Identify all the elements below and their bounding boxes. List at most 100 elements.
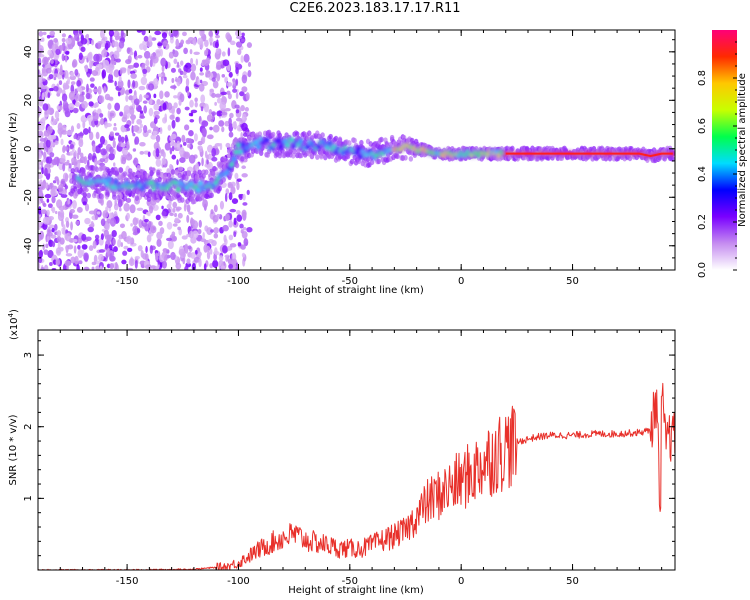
noise-dot <box>38 145 42 154</box>
noise-dot <box>241 74 248 84</box>
noise-dot <box>155 148 160 158</box>
noise-dot <box>149 244 154 254</box>
noise-dot <box>62 82 68 90</box>
noise-dot <box>91 39 95 46</box>
noise-dot <box>206 134 214 140</box>
noise-dot <box>139 110 144 114</box>
noise-dot <box>188 112 193 117</box>
noise-dot <box>145 211 150 216</box>
noise-dot <box>93 53 100 62</box>
noise-dot <box>162 102 167 111</box>
noise-dot <box>125 109 130 114</box>
noise-dot <box>129 204 136 214</box>
ridge-halo-dot <box>156 169 161 176</box>
noise-dot <box>235 109 240 114</box>
noise-dot <box>45 156 53 164</box>
ridge-halo-dot <box>347 140 352 146</box>
noise-dot <box>48 73 54 80</box>
noise-dot <box>246 227 253 233</box>
noise-dot <box>213 227 219 234</box>
noise-dot <box>74 68 79 76</box>
noise-dot <box>45 67 52 74</box>
ridge-halo-dot <box>333 135 339 142</box>
noise-dot <box>149 98 153 105</box>
noise-dot <box>81 233 87 241</box>
noise-dot <box>150 225 157 234</box>
noise-dot <box>232 79 236 87</box>
noise-dot <box>84 217 91 225</box>
noise-dot <box>51 206 56 214</box>
ridge-halo-dot <box>510 145 515 152</box>
noise-dot <box>167 240 174 250</box>
noise-dot <box>145 58 150 67</box>
noise-dot <box>133 157 139 166</box>
noise-dot <box>170 85 177 89</box>
noise-dot <box>197 140 203 146</box>
noise-dot <box>69 143 74 149</box>
noise-dot <box>212 124 220 133</box>
noise-dot <box>171 231 176 237</box>
noise-dot <box>185 77 190 87</box>
noise-dot <box>61 93 68 102</box>
snr-xlabel: Height of straight line (km) <box>288 585 424 596</box>
noise-dot <box>137 105 142 113</box>
spectrogram-background-noise <box>38 30 675 270</box>
noise-dot <box>58 45 64 52</box>
noise-dot <box>42 31 47 36</box>
noise-dot <box>238 194 243 201</box>
noise-dot <box>212 259 219 268</box>
ridge-halo-dot <box>186 170 192 176</box>
ridge-halo-dot <box>190 193 196 199</box>
noise-dot <box>164 76 167 82</box>
noise-dot <box>183 151 191 160</box>
noise-dot <box>186 258 191 265</box>
noise-dot <box>46 34 51 39</box>
noise-dot <box>225 32 231 40</box>
noise-dot <box>197 228 202 235</box>
noise-dot <box>92 240 97 249</box>
noise-dot <box>53 156 60 165</box>
noise-dot <box>175 206 182 211</box>
noise-dot <box>103 85 107 94</box>
noise-dot <box>222 224 229 232</box>
noise-dot <box>172 207 176 213</box>
noise-dot <box>197 78 201 86</box>
noise-dot <box>121 259 127 265</box>
noise-dot <box>112 238 116 246</box>
noise-dot <box>227 255 230 263</box>
noise-dot <box>58 80 63 85</box>
noise-dot <box>129 51 134 56</box>
noise-dot <box>218 255 224 262</box>
noise-dot <box>230 186 236 195</box>
noise-dot <box>69 150 74 156</box>
noise-dot <box>126 235 132 245</box>
ridge-halo-dot <box>376 158 381 165</box>
noise-dot <box>107 218 111 224</box>
noise-dot <box>126 127 131 132</box>
noise-dot <box>155 134 161 143</box>
ridge-centre-line <box>505 152 673 158</box>
noise-dot <box>133 62 140 68</box>
noise-dot <box>227 183 234 189</box>
noise-dot <box>64 110 71 118</box>
noise-dot <box>107 102 112 110</box>
noise-dot <box>183 47 188 55</box>
noise-dot <box>198 83 205 92</box>
noise-dot <box>144 223 150 232</box>
noise-dot <box>52 138 56 143</box>
noise-dot <box>95 131 100 140</box>
noise-dot <box>49 152 55 158</box>
noise-dot <box>128 258 135 267</box>
noise-dot <box>124 134 128 142</box>
noise-dot <box>45 139 51 148</box>
noise-dot <box>118 40 125 49</box>
x-tick-label: -150 <box>116 576 139 587</box>
noise-dot <box>90 83 95 88</box>
noise-dot <box>140 250 144 258</box>
noise-dot <box>231 258 238 268</box>
noise-dot <box>55 247 62 256</box>
noise-dot <box>206 159 209 165</box>
ridge-core <box>213 179 219 186</box>
noise-dot <box>114 102 121 111</box>
noise-dot <box>109 131 115 137</box>
